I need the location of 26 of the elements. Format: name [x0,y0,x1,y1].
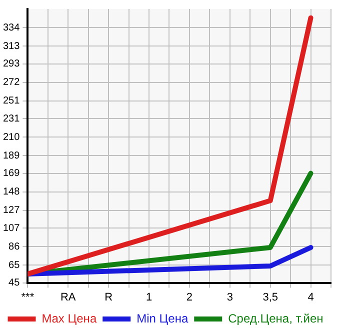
x-tick-label: 3,5 [262,291,278,304]
x-tick-label: 1 [146,291,152,304]
y-tick-label: 293 [2,58,20,70]
legend-label: Max Цена [42,311,97,326]
y-tick-label: 251 [2,96,20,107]
y-tick-label: 189 [2,150,20,162]
y-tick-label: 334 [2,22,20,34]
x-tick-label: RA [60,291,76,304]
legend-label: Min Цена [136,311,188,326]
x-tick-label: R [104,291,113,304]
y-tick-label: 210 [2,132,20,143]
x-tick-label: *** [21,291,35,304]
y-tick-label: 45 [8,278,20,289]
y-tick-label: 127 [2,205,20,216]
y-tick-label: 86 [8,241,20,252]
x-tick-label: 4 [308,291,314,304]
x-tick-label: 2 [186,291,193,304]
legend-label: Сред.Цена, т.йен [228,311,324,326]
y-tick-label: 313 [2,40,20,52]
y-tick-label: 65 [8,260,20,271]
y-tick-label: 272 [2,77,20,88]
y-tick-label: 107 [2,222,20,234]
x-tick-label: 3 [226,291,233,304]
y-tick-label: 231 [2,113,20,124]
y-tick-label: 148 [2,186,20,198]
y-tick-label: 169 [2,168,20,180]
